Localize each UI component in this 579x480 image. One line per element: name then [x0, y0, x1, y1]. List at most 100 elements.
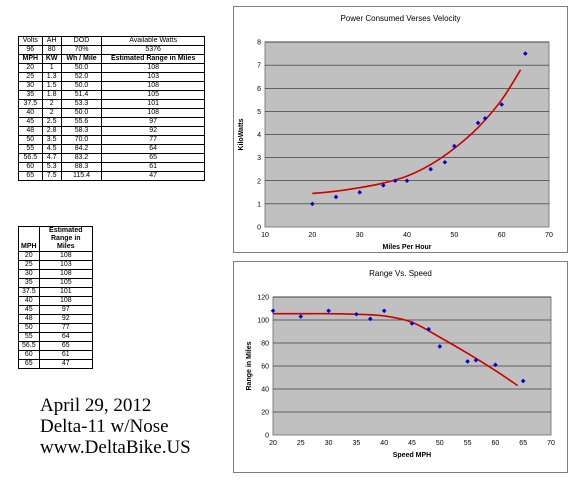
table-cell: 53.3: [60, 99, 103, 109]
table-body: 20 108 25 103 30 108 35 105 37.5 101 40 108 45 97 48 92…: [18, 251, 94, 369]
header-cell: MPH: [18, 226, 40, 252]
table-row: 35 1.8 51.4 105: [18, 90, 205, 100]
table-cell: 3.5: [41, 135, 62, 145]
table-cell: 101: [38, 287, 94, 297]
table-cell: 60: [18, 162, 43, 172]
table-cell: 25: [18, 72, 43, 82]
x-tick-label: 45: [408, 440, 416, 447]
table-cell: 52.0: [60, 72, 103, 82]
table-cell: 92: [101, 126, 205, 136]
table-cell: 60: [18, 350, 40, 360]
x-tick-label: 55: [464, 440, 472, 447]
header-cell: Wh / Mile: [60, 54, 103, 64]
table-cell: 105: [38, 278, 94, 288]
table-cell: 1.3: [41, 72, 62, 82]
y-tick-label: 7: [257, 63, 261, 70]
table-cell: 108: [38, 269, 94, 279]
table-cell: 5.3: [41, 162, 62, 172]
table-cell: 50.0: [60, 108, 103, 118]
y-tick-label: 80: [261, 341, 269, 348]
x-tick-label: 30: [356, 232, 364, 239]
table-cell: 2.5: [41, 117, 62, 127]
table-cell: 65: [18, 359, 40, 369]
table-cell: 65: [18, 171, 43, 181]
table-cell: 70.0: [60, 135, 103, 145]
x-axis-label: Speed MPH: [393, 452, 432, 459]
table-row: 45 97: [18, 305, 94, 315]
table-header-row: Volts AH DOD Available Watts: [18, 36, 205, 46]
table-cell: 35: [18, 278, 40, 288]
table-cell: 50: [18, 323, 40, 333]
power-chart-svg: Power Consumed Verses Velocity 0 1 2 3 4 5 6 7 8 1…: [238, 14, 553, 251]
table-cell: 50.0: [60, 81, 103, 91]
power-range-table: Volts AH DOD Available Watts 96 80 70% 5…: [18, 36, 205, 181]
table-cell: 50.0: [60, 63, 103, 73]
table-cell: 105: [101, 90, 205, 100]
data-point: [333, 194, 339, 200]
table-cell: 103: [101, 72, 205, 82]
table-cell: 2: [41, 108, 62, 118]
table-cell: 108: [38, 296, 94, 306]
table-row: 65 47: [18, 359, 94, 369]
range-chart: Range Vs. Speed 0 20 40 60 80 100 120 20 25 30 35 40…: [233, 261, 568, 473]
table-row: 60 5.3 88.3 61: [18, 162, 205, 172]
table-cell: 55.6: [60, 117, 103, 127]
table-cell: 1.8: [41, 90, 62, 100]
x-tick-label: 30: [325, 440, 333, 447]
table-cell: 47: [38, 359, 94, 369]
table-row: 55 64: [18, 332, 94, 342]
trend-line: [312, 69, 522, 195]
table-cell: 4.7: [41, 153, 62, 163]
x-axis-label: Miles Per Hour: [382, 244, 431, 251]
data-point: [404, 178, 410, 184]
table-cell: 56.5: [18, 153, 43, 163]
table-header-row: MPH Estimated Range in Miles: [18, 226, 94, 252]
table-cell: 61: [38, 350, 94, 360]
table-cell: 47: [101, 171, 205, 181]
data-point: [523, 51, 528, 56]
table-row: 25 1.3 52.0 103: [18, 72, 205, 82]
table-cell: 61: [101, 162, 205, 172]
data-point: [354, 311, 359, 317]
table-cell: 97: [38, 305, 94, 315]
table-row: 48 2.8 58.3 92: [18, 126, 205, 136]
table-cell: 84.2: [60, 144, 103, 154]
table-cell: 55: [18, 144, 43, 154]
table-cell: 65: [38, 341, 94, 351]
table-cell: 51.4: [60, 90, 103, 100]
range-table: MPH Estimated Range in Miles 20 108 25 103 3…: [18, 226, 94, 369]
table-cell: 2.8: [41, 126, 62, 136]
table-cell: 50: [18, 135, 43, 145]
table-cell: 7.5: [41, 171, 62, 181]
table-cell: 83.2: [60, 153, 103, 163]
table-cell: 1.5: [41, 81, 62, 91]
table-cell: 108: [38, 251, 94, 261]
table-cell: 37.5: [18, 287, 40, 297]
data-point: [520, 378, 526, 384]
data-point: [499, 102, 504, 107]
header-cell: KW: [41, 54, 62, 64]
data-point: [493, 362, 498, 368]
data-point: [442, 159, 448, 165]
data-point: [428, 166, 433, 172]
table-cell: 40: [18, 296, 40, 306]
y-tick-label: 2: [257, 178, 261, 185]
y-axis-label: Range in Miles: [246, 341, 253, 390]
table-cell: 88.3: [60, 162, 103, 172]
y-tick-label: 3: [257, 155, 261, 162]
table-cell: 30: [18, 269, 40, 279]
table-row: 56.5 65: [18, 341, 94, 351]
y-tick-label: 8: [257, 40, 261, 47]
header-cell: Estimated Range in Miles: [38, 226, 94, 252]
power-chart: Power Consumed Verses Velocity 0 1 2 3 4 5 6 7 8 1…: [233, 6, 568, 253]
data-point: [475, 120, 481, 126]
header-cell: Volts: [18, 36, 43, 46]
x-tick-label: 60: [492, 440, 500, 447]
table-cell: 37.5: [18, 99, 43, 109]
chart-title: Range Vs. Speed: [369, 269, 432, 278]
table-row: 40 2 50.0 108: [18, 108, 205, 118]
header-cell: Estimated Range in Miles: [101, 54, 205, 64]
x-tick-label: 40: [403, 232, 411, 239]
table-row: 40 108: [18, 296, 94, 306]
